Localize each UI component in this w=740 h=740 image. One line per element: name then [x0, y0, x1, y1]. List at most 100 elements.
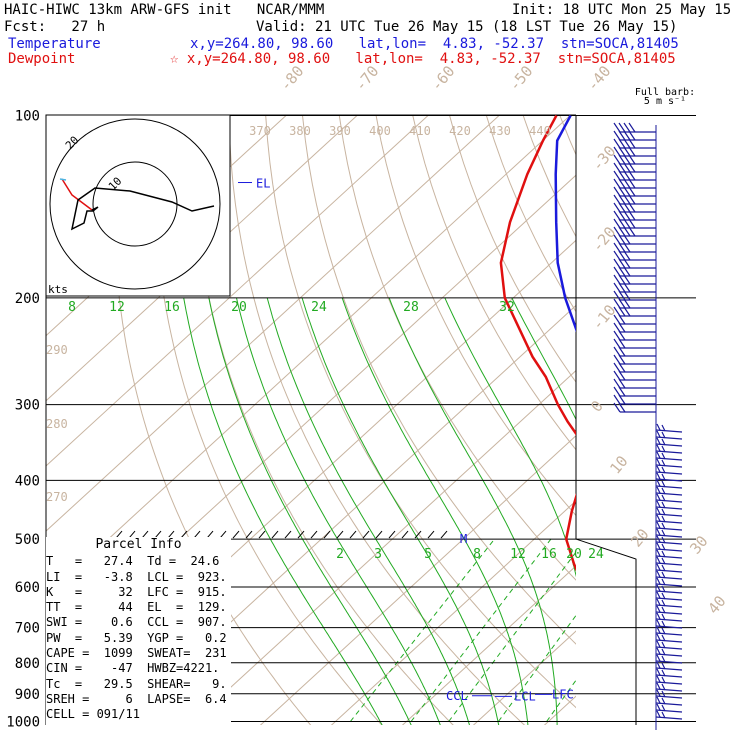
dry-adiabat-line: [707, 116, 740, 735]
stability-hatch: [154, 530, 162, 539]
barb-flag: [656, 556, 661, 564]
barb-flag: [656, 521, 661, 529]
barb-flag: [628, 218, 636, 229]
barb-flag: [623, 306, 631, 317]
theta-label: 390: [329, 124, 351, 138]
isotherm-line: [330, 500, 576, 725]
dewpoint-station-info: ☆ x,y=264.80, 98.60 lat,lon= 4.83, -52.3…: [170, 51, 676, 67]
dry-adiabat-line: [449, 115, 576, 383]
stability-hatch: [141, 530, 149, 539]
barb-flag: [656, 689, 661, 697]
mixing-ratio-lines: [349, 538, 576, 722]
stability-hatch: [115, 530, 123, 539]
isotherm-label: -30: [588, 142, 619, 174]
mixing-ratio-line: [498, 614, 576, 722]
lower-wind-barb: [655, 492, 683, 496]
hodograph-units-label: kts: [48, 283, 68, 296]
barb-flag: [613, 322, 621, 333]
barb-flag: [618, 394, 626, 405]
pressure-tick-label: 100: [15, 109, 40, 125]
barb-flag: [661, 536, 666, 544]
barb-flag: [613, 122, 621, 133]
stability-hatch: [362, 530, 370, 539]
mixing-ratio-label: 28: [403, 300, 419, 315]
stability-hatch: [388, 530, 396, 539]
barb-flag: [613, 226, 621, 237]
barb-flag: [618, 178, 626, 189]
pressure-tick-label: 900: [15, 687, 40, 703]
barb-flag: [613, 170, 621, 181]
dry-adiabat-line: [228, 115, 526, 725]
barb-flag: [656, 479, 661, 487]
barb-flag: [661, 452, 666, 460]
barb-flag: [656, 682, 661, 690]
isotherm-line: [401, 565, 576, 725]
barb-flag: [656, 549, 661, 557]
lfc-marker-label: LFC: [552, 687, 574, 701]
barb-flag: [618, 250, 626, 261]
barb-flag: [656, 619, 661, 627]
forecast-hour: Fcst: 27 h: [4, 19, 106, 35]
mixing-ratio-line: [448, 551, 576, 722]
theta-label: 410: [409, 124, 431, 138]
barb-flag: [656, 591, 661, 599]
stability-hatch: [128, 530, 136, 539]
barb-flag: [618, 186, 626, 197]
temperature-line: [554, 115, 576, 333]
parcel-info-row: T = 27.4 Td = 24.6: [46, 554, 220, 569]
lower-wind-barb: [655, 534, 683, 538]
isotherm-line: [685, 115, 740, 727]
barb-flag: [656, 493, 661, 501]
barb-flag: [656, 647, 661, 655]
lower-wind-barb: [655, 618, 683, 622]
barb-flag: [656, 626, 661, 634]
moist-adiabat-line: [341, 297, 529, 725]
barb-flag: [623, 298, 631, 309]
barb-flag: [613, 194, 621, 205]
barb-flag: [661, 557, 666, 565]
barb-flag: [618, 314, 626, 325]
lower-wind-barb: [655, 555, 683, 559]
barb-flag: [623, 250, 631, 261]
barb-flag: [628, 162, 636, 173]
barb-flag: [656, 654, 661, 662]
isotherm-line: [46, 115, 500, 532]
barb-flag: [618, 298, 626, 309]
wind-barbs: Full barb:5 m s⁻¹: [613, 87, 695, 730]
barb-flag: [613, 306, 621, 317]
hodograph-trace-surface: [59, 178, 67, 181]
mixing-ratio-label: 24: [311, 300, 327, 315]
barb-flag: [656, 458, 661, 466]
parcel-info-row: TT = 44 EL = 129.: [46, 600, 227, 615]
pressure-tick-label: 700: [15, 621, 40, 637]
barb-flag: [618, 330, 626, 341]
lower-wind-barb: [655, 702, 683, 706]
barb-flag: [661, 522, 666, 530]
dry-adiabat-line: [302, 115, 576, 645]
barb-flag: [661, 599, 666, 607]
isotherm-label: -60: [427, 62, 458, 94]
barb-flag: [661, 466, 666, 474]
barb-flag: [661, 473, 666, 481]
lower-wind-barb: [655, 450, 683, 454]
barb-flag: [656, 710, 661, 718]
barb-flag: [661, 676, 666, 684]
barb-flag: [623, 226, 631, 237]
stability-hatch: [349, 530, 357, 539]
parcel-info-row: SWI = 0.6 CCL = 907.: [46, 615, 227, 630]
temperature-station-info: x,y=264.80, 98.60 lat,lon= 4.83, -52.37 …: [190, 36, 679, 52]
moist-adiabat-line: [183, 297, 383, 725]
mixing-ratio-label: 20: [231, 300, 247, 315]
barb-flag: [623, 178, 631, 189]
lower-wind-barb: [655, 499, 683, 503]
barb-flag: [613, 242, 621, 253]
barb-flag: [661, 564, 666, 572]
parcel-info-rows: T = 27.4 Td = 24.6 LI = -3.8 LCL = 923. K …: [46, 554, 231, 722]
lcl-marker-label: LCL: [514, 689, 536, 703]
dewpoint-line: [499, 115, 576, 572]
barb-flag: [656, 584, 661, 592]
barb-flag: [628, 170, 636, 181]
barb-flag: [623, 162, 631, 173]
isotherm-label: -70: [351, 62, 382, 94]
